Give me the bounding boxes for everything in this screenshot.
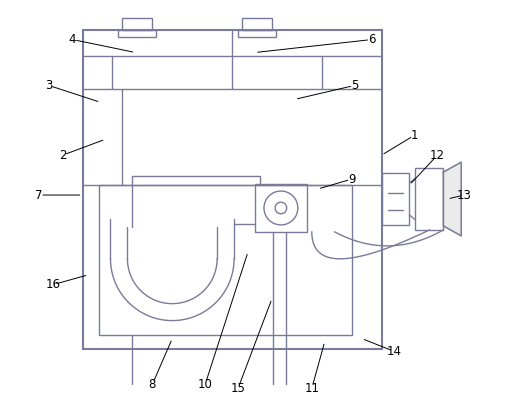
Bar [242,18,272,30]
Text: 9: 9 [348,173,355,186]
Text: 7: 7 [35,188,43,201]
Text: 11: 11 [304,382,319,395]
Text: 5: 5 [351,79,358,92]
Text: 2: 2 [59,149,66,162]
Text: 8: 8 [149,378,156,391]
Text: 1: 1 [411,129,418,142]
Bar [119,30,156,37]
Bar [98,185,352,335]
Text: 3: 3 [45,79,52,92]
Bar [238,30,276,37]
Polygon shape [443,162,461,236]
Text: 13: 13 [457,188,472,201]
Bar [415,168,443,230]
Text: 4: 4 [69,33,77,46]
Text: 6: 6 [368,33,375,46]
Bar [123,18,152,30]
Text: 14: 14 [387,345,402,358]
Text: 15: 15 [231,382,245,395]
Text: 12: 12 [430,149,445,162]
Bar [255,184,307,232]
Text: 10: 10 [198,378,212,391]
Bar [382,173,410,225]
Bar [83,30,382,348]
Text: 16: 16 [45,278,60,291]
